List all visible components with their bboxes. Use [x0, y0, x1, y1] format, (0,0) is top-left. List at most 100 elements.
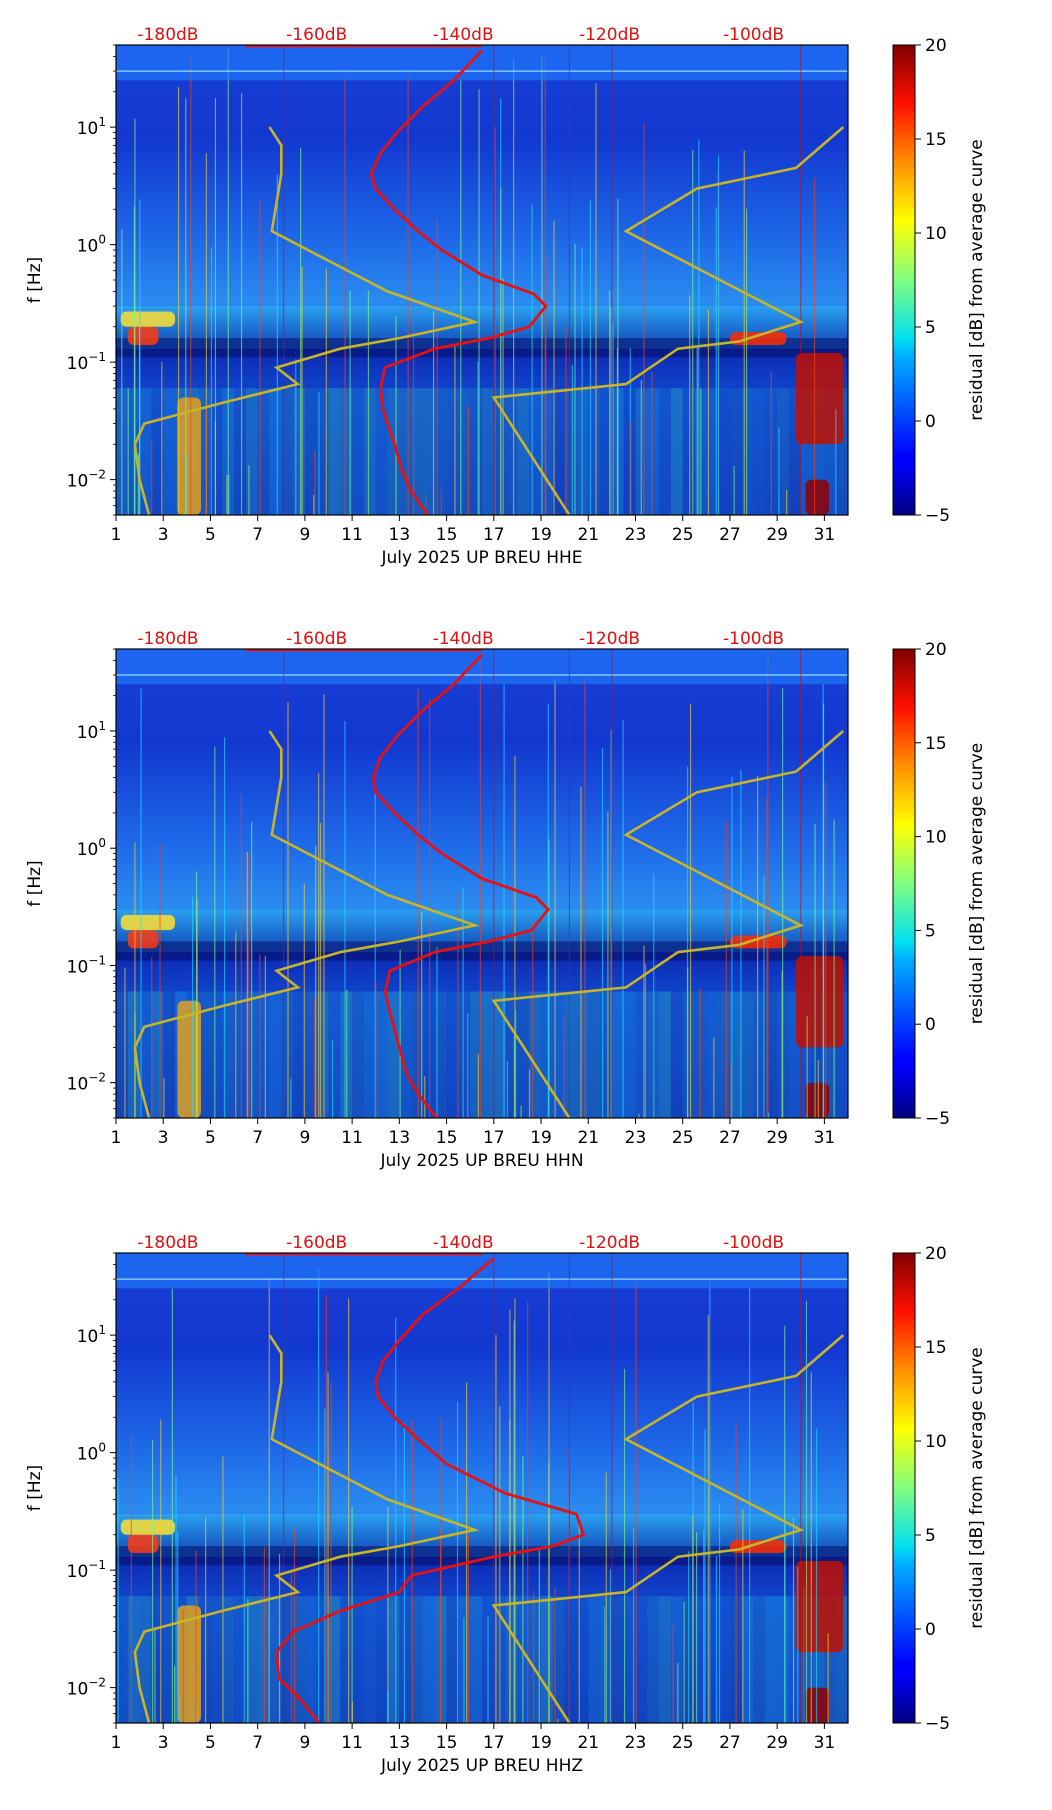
- low-freq-column: [706, 1596, 719, 1723]
- low-freq-column: [611, 991, 624, 1118]
- low-freq-column: [363, 1596, 376, 1723]
- x-tick-label: 25: [672, 525, 694, 545]
- low-freq-column: [541, 1596, 553, 1723]
- low-freq-column: [387, 388, 400, 515]
- hf-noise-band: [116, 649, 848, 685]
- y-tick-label: 10−1: [67, 953, 106, 977]
- model-high-noise-curve: [491, 126, 845, 515]
- low-freq-column: [304, 991, 317, 1118]
- low-freq-column: [600, 991, 612, 1118]
- residual-hotspot: [120, 311, 176, 327]
- y-tick-base: 10: [67, 1075, 89, 1095]
- y-tick-base: 10: [77, 1445, 99, 1465]
- low-freq-column: [116, 1596, 128, 1723]
- low-freq-column: [127, 991, 140, 1118]
- low-freq-column: [422, 991, 435, 1118]
- low-freq-column: [635, 991, 648, 1118]
- colorbar: [892, 44, 916, 516]
- low-freq-column: [198, 991, 211, 1118]
- db-scale-label: -100dB: [723, 629, 784, 649]
- low-freq-column: [281, 991, 294, 1118]
- db-scale-label: -100dB: [723, 1233, 784, 1253]
- spectrogram-background: [116, 1253, 848, 1723]
- low-freq-column: [564, 991, 577, 1118]
- low-freq-column: [340, 388, 353, 515]
- low-freq-column: [151, 991, 164, 1118]
- low-freq-column: [588, 991, 601, 1118]
- x-tick-label: 11: [341, 525, 363, 545]
- colorbar-tick-label: 5: [925, 1526, 936, 1546]
- y-tick-base: 10: [77, 1327, 99, 1347]
- low-freq-column: [363, 388, 376, 515]
- x-tick-label: 3: [158, 1128, 169, 1148]
- y-tick-base: 10: [77, 723, 99, 743]
- db-scale-label: -140dB: [433, 629, 494, 649]
- x-tick-label: 15: [436, 1733, 458, 1753]
- spectrogram-area: [116, 649, 848, 1118]
- panel-hhz: 1 3 5 7 9 11 13 15 17 19 21 23 25 27 29 3110110010−110−…: [25, 1233, 987, 1776]
- x-tick-label: 15: [436, 525, 458, 545]
- low-freq-column: [670, 1596, 683, 1723]
- low-freq-column: [375, 1596, 388, 1723]
- x-tick-label: 27: [719, 525, 741, 545]
- low-freq-column: [836, 388, 848, 515]
- low-freq-column: [741, 1596, 754, 1723]
- low-freq-column: [505, 991, 518, 1118]
- x-tick-label: 13: [389, 525, 411, 545]
- residual-hotspot: [127, 930, 159, 949]
- low-freq-column: [576, 1596, 589, 1723]
- low-freq-column: [682, 991, 695, 1118]
- low-freq-column: [363, 991, 376, 1118]
- low-freq-column: [222, 991, 235, 1118]
- low-freq-column: [316, 991, 329, 1118]
- y-tick-base: 10: [67, 1680, 89, 1700]
- colorbar-tick-label: −5: [925, 1109, 950, 1129]
- model-low-noise-curve: [133, 730, 480, 1118]
- x-tick-label: 19: [530, 525, 552, 545]
- low-freq-column: [198, 388, 211, 515]
- x-tick-label: 13: [389, 1733, 411, 1753]
- low-freq-column: [694, 1596, 707, 1723]
- low-freq-column: [328, 388, 341, 515]
- low-freq-column: [127, 1596, 140, 1723]
- y-tick-exponent: −1: [88, 350, 106, 364]
- low-freq-column: [635, 1596, 648, 1723]
- low-freq-column: [399, 991, 412, 1118]
- y-tick-exponent: −2: [88, 1676, 106, 1690]
- low-freq-column: [446, 388, 459, 515]
- y-tick-label: 101: [77, 719, 106, 743]
- model-low-noise-curve: [133, 126, 480, 515]
- spectrogram-background: [116, 45, 848, 515]
- low-freq-column: [588, 388, 601, 515]
- y-tick-exponent: 1: [98, 719, 106, 733]
- low-freq-column: [328, 991, 341, 1118]
- low-freq-column: [777, 1596, 789, 1723]
- low-freq-column: [788, 1596, 801, 1723]
- x-tick-label: 21: [577, 1128, 599, 1148]
- low-freq-column: [623, 991, 636, 1118]
- low-freq-column: [765, 991, 778, 1118]
- y-tick-exponent: 1: [98, 1323, 106, 1337]
- low-freq-column: [777, 388, 789, 515]
- low-freq-column: [470, 388, 482, 515]
- low-freq-column: [529, 388, 542, 515]
- low-freq-column: [387, 1596, 400, 1723]
- colorbar-tick-label: 0: [925, 1015, 936, 1035]
- x-tick-label: 9: [299, 1128, 310, 1148]
- db-scale-label: -140dB: [433, 25, 494, 45]
- y-tick-label: 10−1: [67, 350, 106, 374]
- spectrogram-area: [116, 45, 848, 515]
- low-freq-column: [529, 1596, 542, 1723]
- low-freq-column: [411, 991, 423, 1118]
- db-scale-label: -120dB: [579, 1233, 640, 1253]
- x-tick-label: 29: [766, 525, 788, 545]
- low-freq-column: [682, 388, 695, 515]
- db-scale-label: -180dB: [137, 629, 198, 649]
- low-freq-column: [812, 388, 825, 515]
- dark-band: [116, 338, 848, 358]
- colorbar-label: residual [dB] from average curve: [967, 139, 987, 420]
- x-tick-label: 5: [205, 525, 216, 545]
- db-scale-label: -100dB: [723, 25, 784, 45]
- low-freq-column: [836, 1596, 848, 1723]
- residual-hotspot: [796, 956, 844, 1048]
